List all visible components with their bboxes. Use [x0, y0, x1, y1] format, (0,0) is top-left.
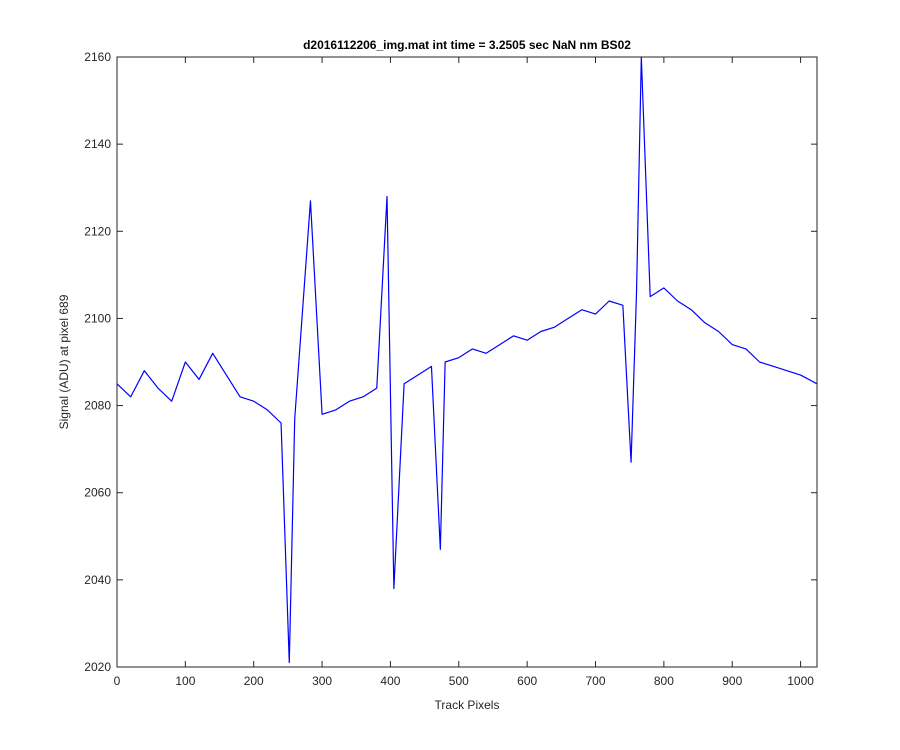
x-tick-label: 100 — [175, 674, 195, 688]
x-tick-label: 200 — [244, 674, 264, 688]
y-tick-label: 2140 — [84, 137, 111, 151]
y-axis-label: Signal (ADU) at pixel 689 — [57, 294, 71, 429]
y-tick-label: 2160 — [84, 50, 111, 64]
y-tick-label: 2100 — [84, 311, 111, 325]
x-tick-label: 800 — [654, 674, 674, 688]
y-tick-label: 2040 — [84, 573, 111, 587]
axes-layer — [116, 56, 818, 668]
x-tick-label: 700 — [586, 674, 606, 688]
y-tick-label: 2060 — [84, 486, 111, 500]
x-axis-label: Track Pixels — [435, 698, 500, 712]
plot-area — [117, 57, 817, 667]
x-tick-label: 900 — [722, 674, 742, 688]
y-tick-label: 2020 — [84, 660, 111, 674]
x-tick-label: 0 — [114, 674, 121, 688]
x-tick-label: 600 — [517, 674, 537, 688]
series-layer — [116, 56, 818, 664]
x-tick-label: 300 — [312, 674, 332, 688]
chart-title: d2016112206_img.mat int time = 3.2505 se… — [303, 38, 631, 52]
x-tick-label: 500 — [449, 674, 469, 688]
axes-box — [116, 56, 818, 668]
tick-layer: 0 100 200 300 400 500 600 700 800 900 1000 2020 2040… — [84, 50, 817, 688]
x-tick-label: 400 — [380, 674, 400, 688]
series-line — [116, 56, 818, 664]
y-tick-label: 2080 — [84, 399, 111, 413]
x-tick-label: 1000 — [787, 674, 814, 688]
y-tick-label: 2120 — [84, 224, 111, 238]
